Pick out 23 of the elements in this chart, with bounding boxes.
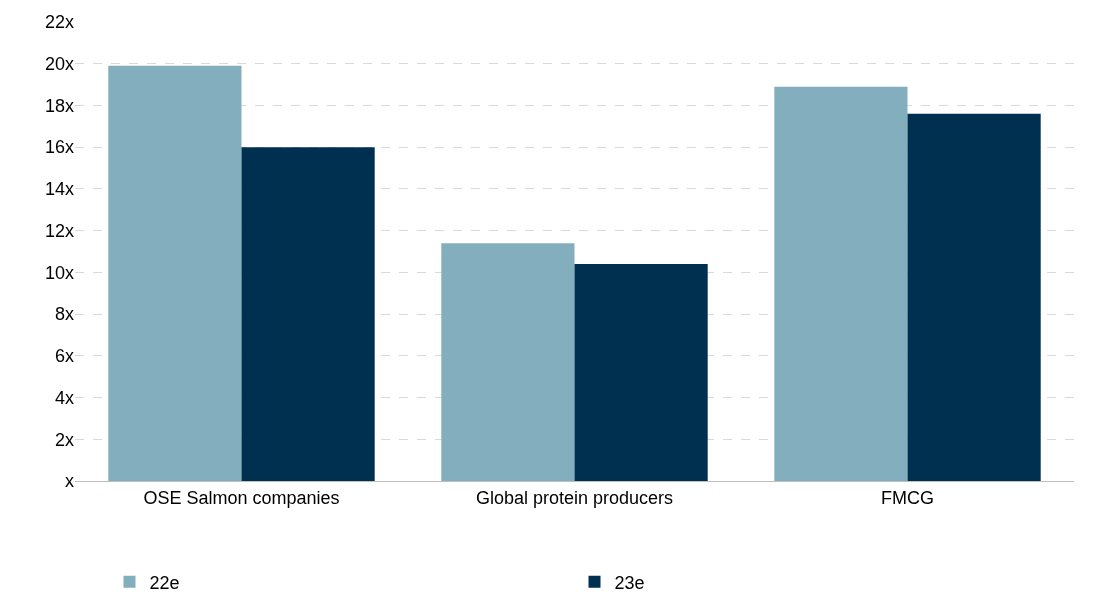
bar: [907, 113, 1041, 481]
x-tick-label: Global protein producers: [475, 487, 674, 508]
bar: [241, 147, 375, 481]
bar: [441, 243, 575, 481]
y-tick-label: 12x: [44, 220, 74, 241]
y-tick-label: 16x: [44, 137, 74, 158]
bar: [574, 264, 708, 481]
y-tick-label: 2x: [54, 429, 74, 450]
bar: [108, 65, 242, 481]
legend-label: 22e: [149, 572, 180, 593]
y-tick-label: 6x: [54, 346, 74, 367]
y-tick-label: 4x: [54, 387, 74, 408]
legend-label: 23e: [614, 572, 645, 593]
x-tick-label: OSE Salmon companies: [143, 487, 340, 508]
y-tick-label: 20x: [44, 54, 74, 75]
y-tick-label: x: [65, 471, 74, 492]
y-tick-label: 10x: [44, 262, 74, 283]
y-tick-label: 18x: [44, 95, 74, 116]
x-tick-label: FMCG: [881, 487, 934, 508]
y-tick-label: 14x: [44, 179, 74, 200]
y-tick-label: 22x: [44, 12, 74, 33]
bar: [774, 86, 908, 481]
y-tick-label: 8x: [54, 304, 74, 325]
